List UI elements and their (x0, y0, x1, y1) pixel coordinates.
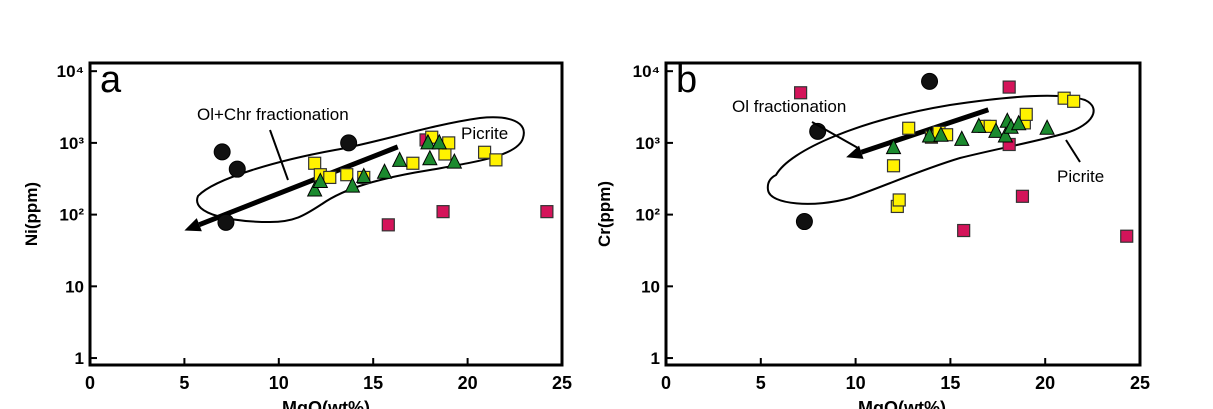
picrite-leader (1065, 139, 1081, 163)
data-point-triangle (344, 176, 361, 193)
y-tick-label: 1 (651, 349, 660, 368)
picrite-field-outline (196, 116, 525, 224)
data-point-square (1002, 80, 1016, 94)
xlabel: MgO(wt%) (282, 398, 370, 409)
y-tick-label: 10² (59, 206, 84, 225)
data-point-circle (795, 213, 813, 231)
y-tick-label: 10⁴ (57, 62, 84, 81)
data-point-square (477, 145, 492, 159)
data-point-square (1067, 94, 1081, 108)
data-point-triangle (431, 133, 448, 150)
data-point-circle (340, 134, 358, 152)
data-point-triangle (953, 130, 970, 146)
y-tick-label: 10³ (59, 134, 84, 153)
y-tick-label: 10 (65, 277, 84, 296)
data-point-square (406, 156, 420, 170)
trend-arrow-shaft (198, 144, 399, 228)
trend-leader (811, 121, 859, 149)
data-point-square (436, 205, 450, 219)
data-point-square (308, 156, 322, 170)
picrite-label: Picrite (461, 124, 508, 143)
x-tick-label: 25 (552, 373, 572, 393)
data-point-triangle (376, 163, 393, 179)
data-point-triangle (1039, 119, 1055, 135)
trend-arrow-shaft (860, 107, 990, 155)
x-tick-label: 25 (1130, 373, 1150, 393)
data-point-circle (213, 143, 231, 161)
x-tick-label: 15 (363, 373, 383, 393)
trend-arrow-head (846, 145, 864, 159)
panel-label: a (100, 59, 122, 101)
data-point-square (902, 121, 916, 135)
picrite-label: Picrite (1057, 167, 1104, 186)
ylabel: Ni(ppm) (22, 182, 41, 246)
x-tick-label: 5 (756, 373, 766, 393)
y-tick-label: 10² (635, 206, 660, 225)
data-point-square (340, 168, 354, 182)
trend-annotation: Ol+Chr fractionation (197, 105, 349, 124)
data-point-square (957, 223, 971, 238)
data-point-square (892, 193, 906, 207)
data-point-square (323, 170, 337, 185)
data-point-triangle (988, 122, 1004, 138)
data-point-triangle (355, 167, 372, 183)
data-point-triangle (312, 172, 329, 188)
data-point-square (886, 159, 901, 173)
data-point-square (1019, 107, 1033, 121)
x-tick-label: 20 (458, 373, 478, 393)
data-point-triangle (1010, 114, 1027, 131)
data-point-square (540, 205, 554, 219)
data-point-triangle (420, 133, 436, 150)
y-tick-label: 10³ (635, 134, 660, 153)
panel-b: 1 10 10² 10³ 10⁴ 0 5 10 15 20 25 b Cr(ppm) MgO(wt… (595, 59, 1150, 409)
trend-arrow-head (184, 218, 202, 232)
data-point-triangle (391, 151, 408, 167)
data-point-triangle (306, 180, 323, 197)
picrite-field-outline (766, 94, 1095, 205)
xlabel: MgO(wt%) (858, 398, 946, 409)
panel-label: b (676, 59, 697, 101)
data-point-triangle (997, 126, 1014, 143)
data-point-square (794, 86, 808, 100)
data-point-triangle (971, 117, 987, 133)
data-point-square (1015, 189, 1030, 203)
data-point-triangle (885, 138, 902, 155)
data-point-triangle (921, 126, 938, 143)
x-tick-label: 0 (661, 373, 671, 393)
x-tick-label: 10 (269, 373, 289, 393)
ylabel: Cr(ppm) (595, 181, 614, 247)
y-tick-label: 1 (75, 349, 84, 368)
x-tick-label: 15 (940, 373, 960, 393)
data-point-square (438, 147, 452, 161)
trend-annotation: Ol fractionation (732, 97, 846, 116)
data-point-circle (228, 160, 246, 178)
data-point-square (1120, 229, 1134, 243)
data-point-circle (921, 72, 939, 90)
trend-leader (269, 129, 289, 181)
x-tick-label: 5 (179, 373, 189, 393)
data-point-triangle (446, 152, 463, 169)
y-tick-label: 10 (641, 277, 660, 296)
x-tick-label: 20 (1035, 373, 1055, 393)
panel-a: 1 10 10² 10³ 10⁴ 0 5 10 15 20 25 a Ni(ppm) MgO(wt… (22, 59, 572, 409)
y-tick-label: 10⁴ (633, 62, 660, 81)
x-tick-label: 0 (85, 373, 95, 393)
data-point-triangle (933, 126, 949, 142)
x-tick-label: 10 (846, 373, 866, 393)
data-point-square (489, 153, 503, 167)
data-point-triangle (422, 149, 438, 166)
data-point-square (381, 218, 395, 232)
data-point-circle (217, 213, 235, 231)
